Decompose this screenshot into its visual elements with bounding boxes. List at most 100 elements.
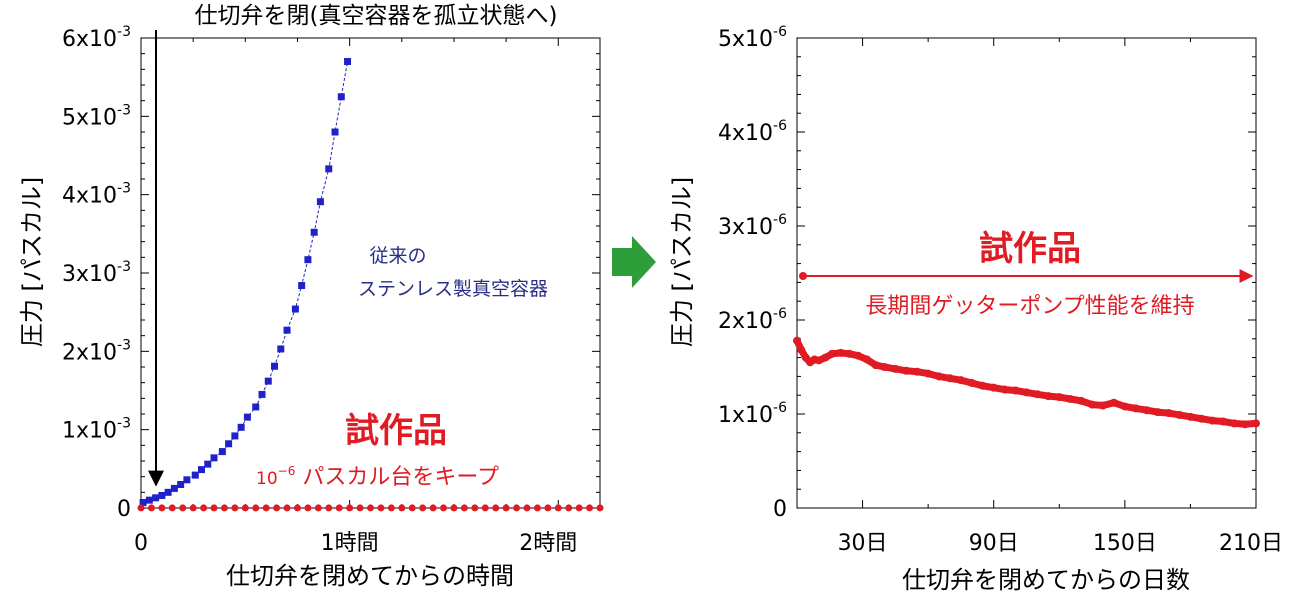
left-y-axis-label: 圧力 [パスカル]	[18, 177, 46, 347]
right-data-point	[814, 356, 823, 365]
right-data-point	[1197, 414, 1206, 423]
left-data-point	[398, 504, 406, 512]
right-data-point	[1033, 390, 1042, 399]
maintain-arrow-start-dot	[799, 272, 807, 280]
conventional-label-line1: 従来の	[369, 245, 426, 267]
left-data-point	[152, 494, 160, 502]
left-y-tick-base: 2x10	[62, 340, 117, 365]
right-data-point	[1153, 408, 1162, 417]
left-y-tick-label: 6x10-3	[62, 24, 131, 52]
left-y-tick-base: 3x10	[62, 262, 117, 287]
left-data-point	[460, 504, 468, 512]
left-data-point	[191, 471, 199, 479]
transition-arrow	[612, 236, 656, 288]
right-data-point	[956, 376, 965, 385]
left-data-point	[243, 413, 251, 421]
left-data-point	[158, 504, 166, 512]
right-data-point	[1219, 417, 1228, 426]
right-data-point	[862, 355, 871, 364]
left-y-tick-label: 3x10-3	[62, 259, 131, 287]
left-y-tick-base: 6x10	[62, 27, 117, 52]
left-data-point	[183, 476, 191, 484]
left-data-point	[304, 504, 312, 512]
left-conventional-series	[139, 58, 352, 507]
left-data-point	[264, 377, 272, 385]
left-data-point	[210, 504, 218, 512]
keep-exp: −6	[278, 464, 296, 478]
right-x-tick-label: 30日	[838, 531, 888, 556]
right-data-point	[1066, 394, 1075, 403]
right-data-point	[935, 372, 944, 381]
right-y-tick-base: 0	[773, 497, 787, 522]
left-y-tick-label: 4x10-3	[62, 181, 131, 209]
keep-text: パスカル台をキープ	[295, 465, 499, 490]
left-data-point	[293, 504, 301, 512]
right-data-point	[1022, 388, 1031, 397]
right-data-point	[902, 366, 911, 375]
right-data-point	[854, 351, 863, 360]
right-x-ticks: 30日 90日 150日 210日	[838, 38, 1283, 556]
right-y-tick-exp: -6	[773, 400, 787, 416]
right-data-point	[845, 349, 854, 358]
left-y-tick-base: 4x10	[62, 184, 117, 209]
right-data-point	[1164, 409, 1173, 418]
keep-base: 10	[256, 469, 278, 489]
right-prototype-line	[793, 337, 1260, 428]
left-data-point	[277, 345, 285, 353]
right-data-point	[1131, 404, 1140, 413]
valve-close-annotation: 仕切弁を閉(真空容器を孤立状態へ)	[195, 3, 558, 29]
left-data-point	[241, 504, 249, 512]
right-y-tick-base: 4x10	[718, 121, 773, 146]
left-prototype-title: 試作品	[345, 411, 447, 451]
maintain-annotation: 長期間ゲッターポンプ性能を維持	[865, 294, 1194, 319]
left-data-point	[481, 504, 489, 512]
left-data-point	[291, 305, 299, 313]
left-y-tick-label: 5x10-3	[62, 102, 131, 130]
right-data-point	[1208, 416, 1217, 425]
keep-pressure-annotation: 10−6 パスカル台をキープ	[256, 464, 499, 490]
left-data-point	[231, 504, 239, 512]
right-data-point	[827, 349, 836, 358]
left-data-point	[237, 423, 245, 431]
right-prototype-series	[793, 336, 1260, 429]
left-data-point	[492, 504, 500, 512]
right-data-point	[1000, 385, 1009, 394]
left-data-point	[335, 504, 343, 512]
left-x-axis-label: 仕切弁を閉めてからの時間	[226, 562, 514, 590]
right-x-axis-label: 仕切弁を閉めてからの日数	[902, 566, 1190, 594]
left-data-point	[147, 504, 155, 512]
left-data-point	[596, 504, 604, 512]
right-x-tick-label: 90日	[969, 531, 1019, 556]
right-y-tick-base: 1x10	[718, 403, 773, 428]
conventional-label-line2: ステンレス製真空容器	[358, 278, 548, 300]
left-y-tick-base: 0	[117, 497, 131, 522]
left-y-tick-exp: -3	[117, 102, 131, 118]
right-data-point	[1252, 419, 1260, 428]
left-y-tick-exp: -3	[117, 337, 131, 353]
left-data-point	[283, 504, 291, 512]
left-data-point	[158, 491, 166, 499]
right-prototype-title: 試作品	[979, 229, 1081, 269]
left-y-tick-exp: -3	[117, 259, 131, 275]
left-data-point	[523, 504, 531, 512]
left-data-point	[298, 282, 306, 290]
left-data-point	[252, 504, 260, 512]
left-data-point	[429, 504, 437, 512]
right-plot-frame	[796, 37, 1257, 509]
left-data-point	[513, 504, 521, 512]
left-data-point	[145, 496, 153, 504]
left-data-point	[231, 432, 239, 440]
right-y-tick-base: 2x10	[718, 309, 773, 334]
left-data-point	[387, 504, 395, 512]
left-data-point	[314, 504, 322, 512]
left-prototype-series	[137, 504, 604, 512]
left-y-tick-exp: -3	[117, 24, 131, 40]
left-y-tick-label: 0	[117, 497, 131, 522]
left-data-point	[262, 504, 270, 512]
right-data-point	[1011, 386, 1020, 395]
right-data-point	[967, 378, 976, 387]
left-data-point	[189, 504, 197, 512]
left-data-point	[575, 504, 583, 512]
